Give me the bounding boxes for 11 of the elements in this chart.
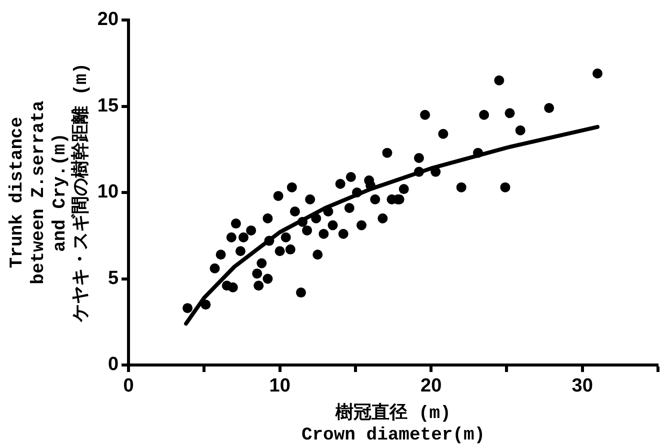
y-tick-label: 5 — [108, 268, 119, 289]
x-tick-label: 10 — [269, 376, 290, 397]
y-axis-title: Trunk distance between Z.serrata and Cry.(m) ケヤキ・スギ間の樹幹距離 (m) — [7, 62, 92, 324]
x-tick-label: 0 — [123, 376, 134, 397]
y-tick-label: 15 — [97, 95, 119, 116]
x-tick-label: 30 — [572, 376, 593, 397]
x-tick-label: 20 — [420, 376, 442, 397]
y-tick-label: 20 — [97, 9, 119, 30]
x-axis-title: 樹冠直径 (m) Crown diameter(m) — [301, 402, 486, 446]
y-tick-label: 10 — [97, 182, 119, 203]
y-tick-label: 0 — [108, 354, 119, 376]
